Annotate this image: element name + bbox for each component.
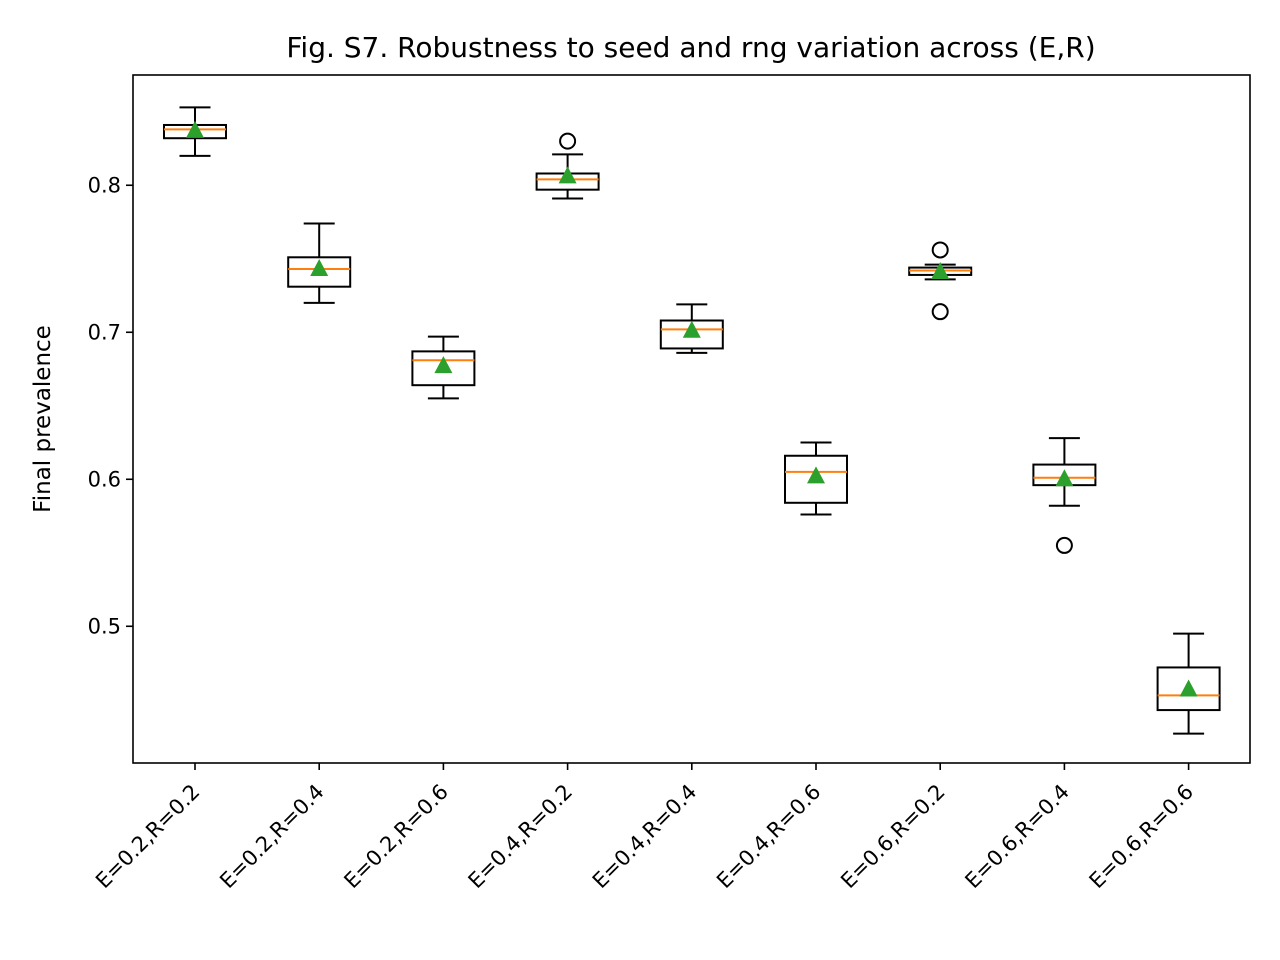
mean-marker: [310, 259, 329, 277]
mean-marker: [1055, 469, 1074, 487]
outlier-point: [931, 241, 949, 259]
box-iqr: [784, 454, 848, 504]
box-iqr: [1156, 666, 1221, 712]
mean-marker: [931, 261, 950, 279]
x-tick-label: E=0.2,R=0.2: [91, 780, 205, 894]
x-tick-label: E=0.4,R=0.6: [712, 780, 826, 894]
mean-marker: [558, 166, 577, 184]
y-axis-label: Final prevalence: [30, 325, 56, 513]
y-tick-label: 0.5: [88, 614, 121, 638]
x-tick-label: E=0.6,R=0.6: [1085, 780, 1199, 894]
axes-frame: [132, 74, 1251, 764]
x-tick-label: E=0.6,R=0.2: [836, 780, 950, 894]
outlier-point: [559, 132, 577, 150]
x-tick-label: E=0.6,R=0.4: [960, 780, 1074, 894]
x-tick-label: E=0.4,R=0.2: [464, 780, 578, 894]
box-iqr: [411, 350, 476, 387]
mean-marker: [807, 466, 825, 484]
chart-title: Fig. S7. Robustness to seed and rng vari…: [286, 31, 1095, 64]
y-tick-label: 0.7: [88, 320, 121, 344]
mean-marker: [434, 356, 453, 374]
y-tick-label: 0.6: [88, 467, 121, 491]
mean-marker: [682, 320, 701, 338]
x-tick-label: E=0.2,R=0.6: [339, 780, 453, 894]
box-iqr: [287, 256, 352, 288]
box-iqr: [659, 319, 724, 350]
outlier-point: [1055, 536, 1073, 554]
plot-area: 0.5 0.6 0.7 0.8 E=0.2,R=0.2 E=0.2,R=0.4 E=0.2,…: [88, 106, 1221, 894]
mean-marker: [186, 120, 204, 138]
x-tick-label: E=0.4,R=0.4: [588, 780, 702, 894]
mean-marker: [1179, 679, 1198, 697]
outlier-point: [931, 303, 949, 321]
x-tick-label: E=0.2,R=0.4: [215, 780, 329, 894]
y-tick-label: 0.8: [88, 173, 121, 197]
